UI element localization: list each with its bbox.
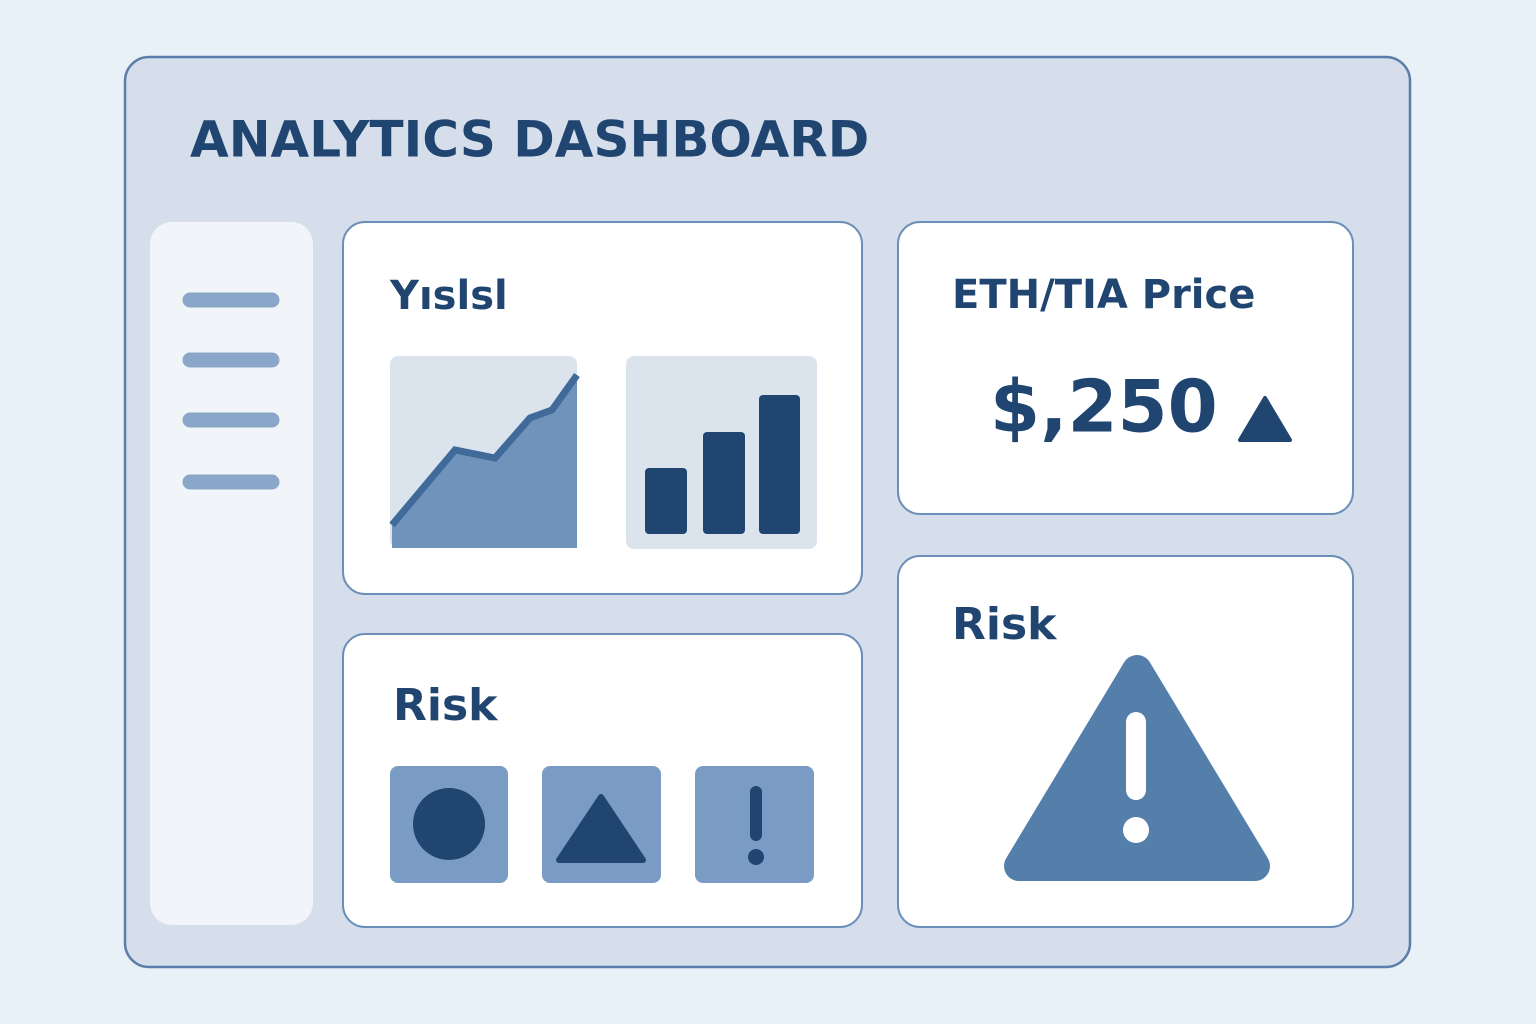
exclamation-dot: [748, 849, 764, 865]
price-value: $,250: [990, 365, 1218, 449]
card-title: Risk: [952, 599, 1058, 650]
dashboard-title: ANALYTICS DASHBOARD: [190, 111, 869, 169]
bar-icon: [759, 395, 800, 534]
up-indicator: [1238, 396, 1292, 442]
card-title: Yıslsl: [389, 273, 508, 319]
card-title: Risk: [393, 680, 499, 731]
bar-icon: [645, 468, 687, 534]
sidebar: [150, 222, 313, 925]
triangle-icon: [556, 794, 646, 863]
circle-icon: [413, 788, 485, 860]
bar-icon: [703, 432, 745, 534]
sidebar-menu: [182, 292, 280, 490]
card-title: ETH/TIA Price: [952, 272, 1255, 318]
warning-dot: [1123, 817, 1149, 843]
area-line: [389, 372, 580, 528]
